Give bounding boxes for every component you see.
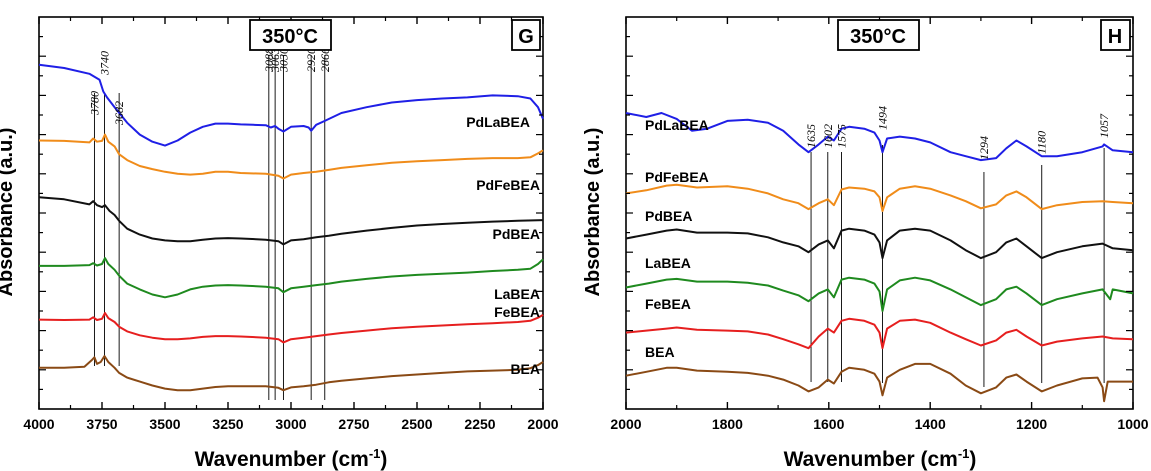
panel-h-peak-lines (810, 145, 1105, 387)
panel-h-xlabel-main: Wavenumber (cm (784, 448, 958, 471)
peak-label-3063: 3063 (268, 48, 282, 73)
peak-label-2866: 2866 (318, 48, 332, 72)
panel-h-series-labels: PdLaBEA PdFeBEA PdBEA LaBEA FeBEA BEA (645, 117, 709, 360)
peak-label-3780: 3780 (87, 91, 101, 116)
peak-label-1057: 1057 (1097, 113, 1111, 138)
panel-g-letter-box (511, 19, 541, 51)
xtick-label-1600: 1600 (813, 416, 844, 432)
xtick-label-2500: 2500 (401, 416, 432, 432)
xtick-label-1800: 1800 (712, 416, 743, 432)
panel-h-peak-labels: 1635 1602 1575 1494 1294 1180 1057 (804, 106, 1111, 160)
peak-label-2920: 2920 (304, 48, 318, 72)
panel-g-series-labels: PdLaBEA PdFeBEA PdBEA LaBEA FeBEA BEA (466, 114, 540, 377)
panel-h-plot-area (625, 16, 1134, 410)
panel-h: Absorbance (a.u.) 1635 1602 1575 1494 1294 11… (582, 16, 1149, 471)
panel-h-xlabel-tail: ) (969, 448, 976, 471)
panel-h-series (625, 112, 1134, 403)
panel-h-letter-box (1100, 19, 1131, 51)
peak-label-3740: 3740 (98, 51, 112, 76)
xtick-label-1200: 1200 (1016, 416, 1047, 432)
xtick-label-1400: 1400 (915, 416, 946, 432)
panel-g-ylabel: Absorbance (a.u.) (0, 128, 17, 297)
xtick-label-3750: 3750 (86, 416, 117, 432)
panel-g-letter: G (518, 26, 534, 48)
panel-g-plot-area (38, 16, 544, 410)
panel-g: Absorbance (a.u.) 3780374036823088306330… (0, 16, 559, 471)
series-line-febea (38, 312, 544, 344)
xtick-label-2000: 2000 (610, 416, 641, 432)
panel-g-xlabel-main: Wavenumber (cm (195, 448, 369, 471)
peak-label-1494: 1494 (876, 106, 890, 130)
series-label-bea: BEA (645, 344, 675, 360)
xtick-label-4000: 4000 (23, 416, 54, 432)
series-label-pdlabea: PdLaBEA (466, 114, 530, 130)
series-line-pdfebea (625, 183, 1134, 212)
peak-label-1294: 1294 (977, 136, 991, 160)
xtick-label-3000: 3000 (275, 416, 306, 432)
series-label-pdbea: PdBEA (493, 226, 540, 242)
panel-g-xlabel-sup: -1 (369, 446, 381, 461)
panel-g-title-box (249, 19, 332, 51)
peak-label-3088: 3088 (262, 48, 276, 73)
panel-g-xticks: 4000 3750 3500 3250 3000 2750 2500 2250 2000 (23, 17, 559, 432)
series-line-pdlabea (38, 63, 544, 147)
series-label-labea: LaBEA (494, 286, 540, 302)
panel-h-xticks: 2000 1800 1600 1400 1200 1000 (610, 17, 1149, 432)
panel-g-xlabel-tail: ) (380, 448, 387, 471)
series-line-pdlabea (625, 112, 1134, 162)
panel-g-peak-lines (93, 55, 326, 400)
series-line-labea (625, 276, 1134, 312)
peak-label-1602: 1602 (821, 124, 835, 148)
xtick-label-1000: 1000 (1117, 416, 1148, 432)
series-line-pdfebea (38, 133, 544, 180)
series-label-bea: BEA (510, 361, 540, 377)
panel-h-title: 350°C (850, 26, 906, 48)
series-label-pdbea: PdBEA (645, 208, 692, 224)
peak-label-1575: 1575 (834, 124, 848, 148)
xtick-label-3250: 3250 (212, 416, 243, 432)
panel-h-letter: H (1108, 26, 1122, 48)
peak-label-1180: 1180 (1035, 131, 1049, 154)
panel-h-xlabel: Wavenumber (cm-1) (784, 446, 977, 471)
panel-h-ylabel: Absorbance (a.u.) (582, 128, 604, 297)
panel-g-title: 350°C (262, 26, 318, 48)
series-label-febea: FeBEA (494, 304, 540, 320)
series-line-bea (625, 362, 1133, 403)
peak-label-3030: 3030 (276, 48, 290, 73)
series-line-pdbea (625, 227, 1134, 260)
peak-label-3682: 3682 (112, 101, 126, 126)
panel-g-yticks (39, 35, 543, 390)
panel-h-title-box (837, 19, 920, 51)
panel-g-xlabel: Wavenumber (cm-1) (195, 446, 388, 471)
panel-h-xlabel-sup: -1 (958, 446, 970, 461)
xtick-label-2750: 2750 (338, 416, 369, 432)
series-label-pdfebea: PdFeBEA (476, 177, 540, 193)
series-label-febea: FeBEA (645, 296, 691, 312)
xtick-label-3500: 3500 (149, 416, 180, 432)
series-label-labea: LaBEA (645, 255, 691, 271)
xtick-label-2250: 2250 (464, 416, 495, 432)
xtick-label-2000: 2000 (527, 416, 558, 432)
peak-label-1635: 1635 (804, 124, 818, 148)
series-line-bea (39, 355, 544, 392)
series-line-labea (39, 257, 544, 299)
panel-g-series (38, 63, 544, 392)
series-label-pdfebea: PdFeBEA (645, 169, 709, 185)
series-line-febea (625, 317, 1134, 350)
series-label-pdlabea: PdLaBEA (645, 117, 709, 133)
series-line-pdbea (38, 196, 544, 246)
panel-h-yticks (626, 35, 1133, 390)
